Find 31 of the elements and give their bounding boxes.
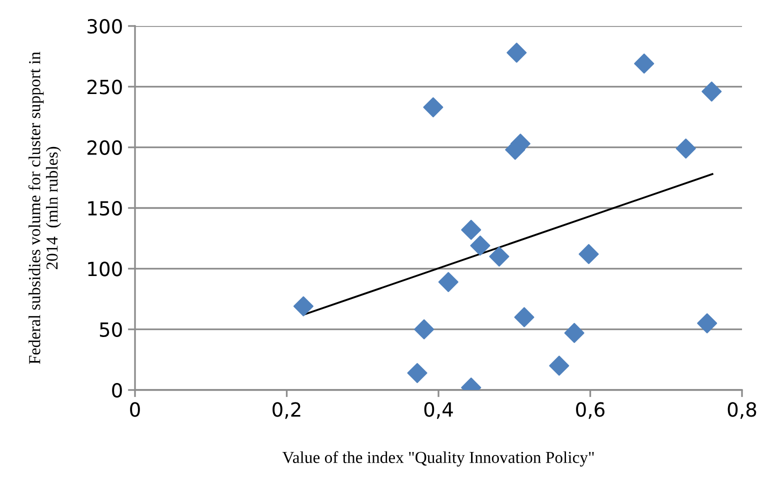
- y-tick-label: 300: [88, 18, 122, 34]
- y-tick-label: 250: [88, 80, 122, 94]
- y-tick-label: 50: [100, 322, 122, 337]
- point: [506, 42, 527, 63]
- point: [470, 236, 490, 256]
- x-tick-label: 0,4: [424, 402, 453, 419]
- point: [697, 313, 718, 334]
- point: [702, 82, 722, 102]
- y-tick-label: 200: [88, 140, 122, 155]
- y-axis-title: Federal subsidies volume for cluster support in 2014 (mln rubles): [28, 52, 62, 364]
- x-tick-label: 0,8: [728, 402, 756, 419]
- x-tick-label: 0,2: [272, 402, 300, 419]
- point: [423, 97, 444, 118]
- point: [438, 272, 458, 292]
- point: [489, 246, 510, 267]
- point: [414, 319, 434, 340]
- y-tick-label: 100: [88, 262, 122, 276]
- point: [634, 54, 654, 74]
- point: [461, 220, 482, 240]
- y-tick-label: 150: [88, 200, 122, 216]
- point: [407, 363, 428, 384]
- point: [564, 322, 584, 343]
- point: [676, 138, 696, 159]
- x-tick-label: 0: [130, 402, 140, 417]
- point: [549, 356, 570, 376]
- point: [514, 307, 534, 328]
- point: [293, 296, 314, 316]
- x-tick-label: 0,6: [576, 402, 604, 419]
- x-axis-title: Value of the index "Quality Innovation Policy": [282, 451, 594, 467]
- y-tick-label: 0: [112, 382, 122, 398]
- point: [578, 244, 599, 264]
